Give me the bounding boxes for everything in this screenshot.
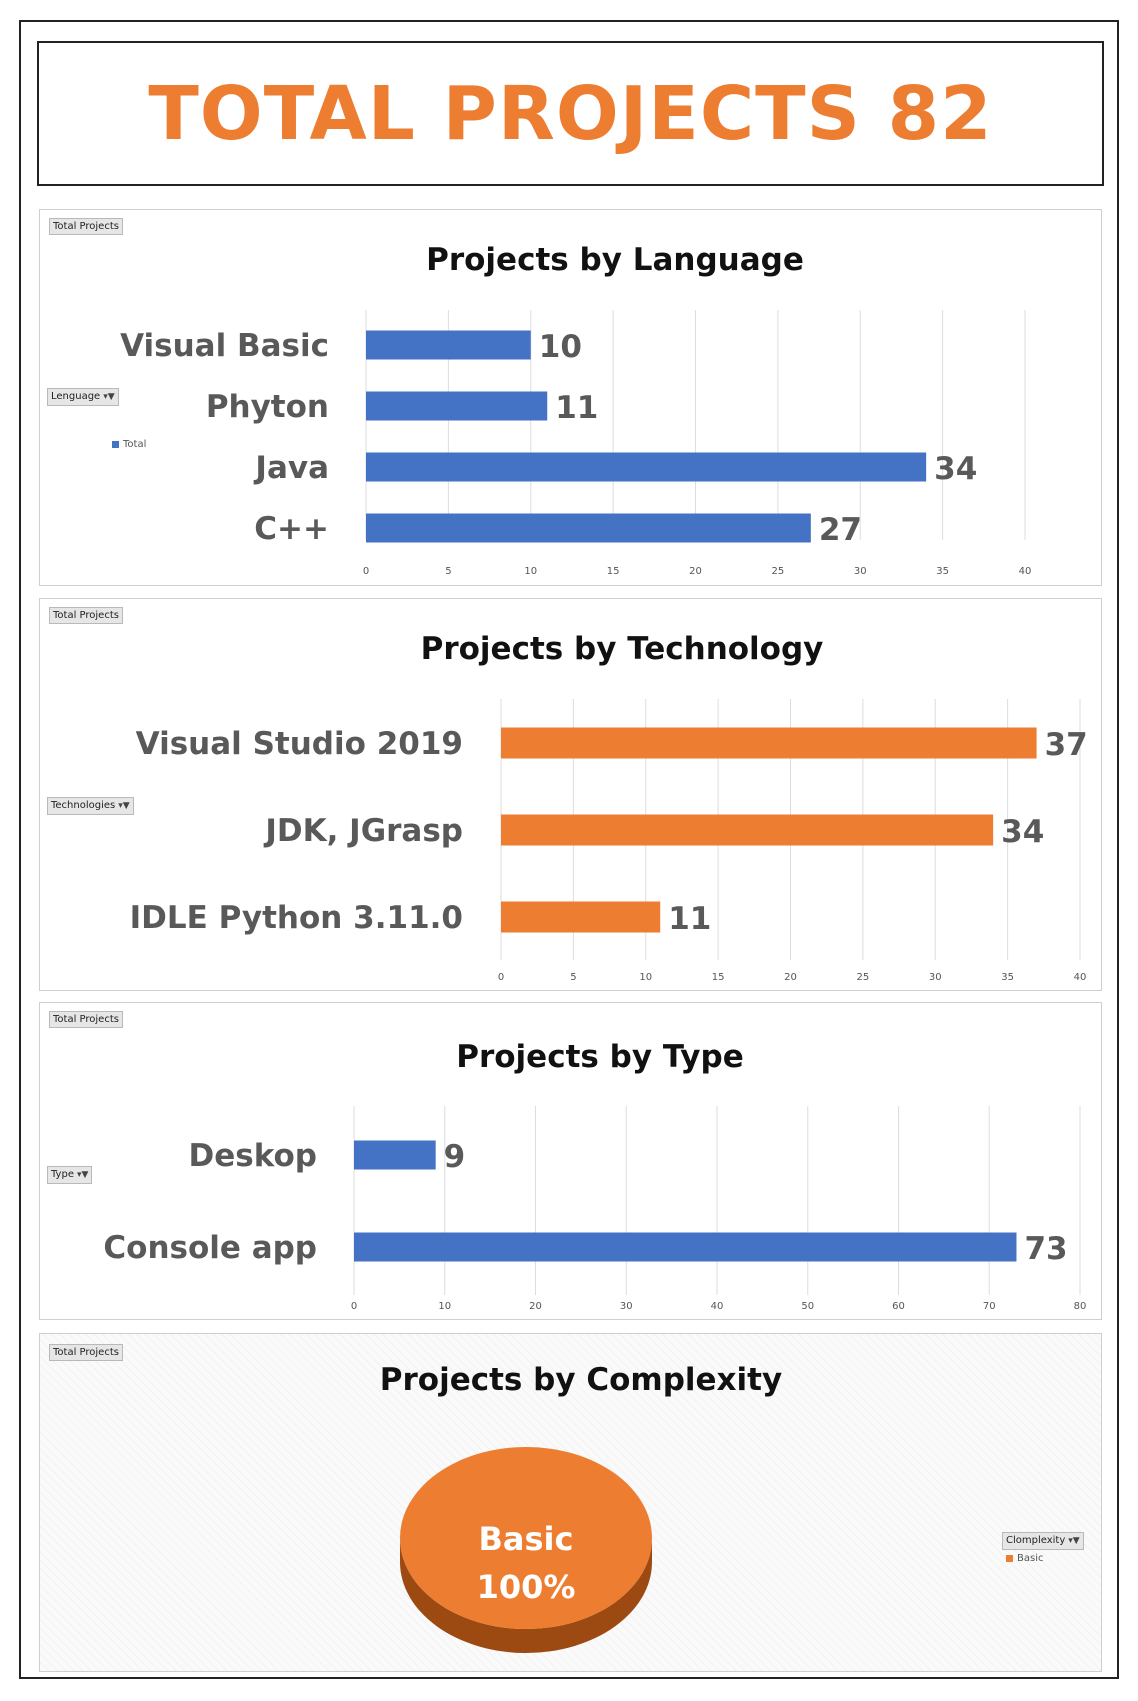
bar [366, 391, 548, 421]
data-label: 34 [934, 451, 977, 487]
x-tick-label: 40 [1074, 972, 1087, 983]
complexity-chart-panel: Projects by Complexity Basic 100% Total Pr… [39, 1333, 1102, 1672]
x-tick-label: 80 [1074, 1301, 1087, 1312]
data-label: 34 [1001, 814, 1044, 850]
x-tick-label: 10 [639, 972, 652, 983]
x-tick-label: 20 [529, 1301, 542, 1312]
language-legend: Total [112, 439, 146, 450]
x-tick-label: 5 [445, 566, 451, 577]
bar [354, 1140, 436, 1170]
data-label: 27 [819, 512, 862, 548]
filter-icon: ▾▼ [1068, 1536, 1080, 1546]
chart-title: Projects by Technology [421, 631, 824, 667]
x-tick-label: 20 [784, 972, 797, 983]
x-tick-label: 35 [1001, 972, 1014, 983]
field-tag[interactable]: Total Projects [49, 218, 123, 235]
field-tag[interactable]: Total Projects [49, 1011, 123, 1028]
x-tick-label: 30 [620, 1301, 633, 1312]
complexity-filter-button[interactable]: Clomplexity ▾▼ [1002, 1532, 1084, 1550]
x-tick-label: 25 [772, 566, 785, 577]
category-label: Java [253, 450, 329, 486]
field-tag[interactable]: Total Projects [49, 1344, 123, 1361]
category-label: Visual Studio 2019 [136, 726, 463, 762]
x-tick-label: 50 [801, 1301, 814, 1312]
chart-title: Projects by Complexity [380, 1362, 782, 1398]
category-label: Console app [103, 1230, 317, 1266]
category-label: Deskop [189, 1138, 317, 1174]
language-chart-panel: Projects by Language 0 5 10 15 20 25 30 35 40 Visu… [39, 209, 1102, 586]
dashboard-title: TOTAL PROJECTS 82 [148, 70, 993, 157]
data-label: 73 [1024, 1231, 1067, 1267]
x-tick-label: 70 [983, 1301, 996, 1312]
type-chart-panel: Projects by Type 0 10 20 30 40 50 60 70 80 Deskop 9… [39, 1002, 1102, 1320]
x-tick-label: 30 [854, 566, 867, 577]
x-tick-label: 30 [929, 972, 942, 983]
technology-filter-button[interactable]: Technologies ▾▼ [47, 797, 134, 815]
x-tick-label: 20 [689, 566, 702, 577]
x-tick-label: 15 [607, 566, 620, 577]
pie-slice [400, 1447, 652, 1629]
data-label: 11 [668, 901, 711, 937]
bar [366, 513, 811, 543]
title-banner: TOTAL PROJECTS 82 [37, 41, 1104, 186]
data-label: 10 [539, 329, 582, 365]
bar [501, 727, 1037, 759]
pie-slice-label: Basic [479, 1520, 574, 1558]
category-label: C++ [254, 511, 329, 547]
x-tick-label: 35 [936, 566, 949, 577]
category-label: IDLE Python 3.11.0 [130, 900, 463, 936]
x-tick-label: 15 [712, 972, 725, 983]
filter-icon: ▾▼ [76, 1170, 89, 1180]
complexity-legend: Basic [1006, 1553, 1043, 1564]
type-bar-chart: Projects by Type 0 10 20 30 40 50 60 70 80 Deskop 9… [103, 1039, 1087, 1312]
x-tick-label: 10 [438, 1301, 451, 1312]
data-label: 11 [555, 390, 598, 426]
pie-percent-label: 100% [477, 1568, 576, 1606]
legend-swatch [112, 440, 119, 448]
bar [501, 901, 661, 933]
bar [354, 1232, 1017, 1262]
technology-chart-panel: Projects by Technology 0 5 10 15 20 25 30 35 40 Vi… [39, 598, 1102, 991]
filter-icon: ▾▼ [103, 392, 115, 402]
field-tag[interactable]: Total Projects [49, 607, 123, 624]
x-tick-label: 0 [363, 566, 369, 577]
category-label: JDK, JGrasp [263, 813, 463, 849]
chart-title: Projects by Language [426, 242, 804, 278]
bar [501, 814, 994, 846]
category-label: Visual Basic [120, 328, 329, 364]
x-tick-label: 25 [857, 972, 870, 983]
language-filter-button[interactable]: Lenguage ▾▼ [47, 388, 119, 406]
data-label: 9 [444, 1139, 466, 1175]
complexity-pie-chart: Projects by Complexity Basic 100% [380, 1362, 782, 1653]
data-label: 37 [1045, 727, 1088, 763]
category-label: Phyton [206, 389, 329, 425]
x-tick-label: 0 [351, 1301, 357, 1312]
technology-bar-chart: Projects by Technology 0 5 10 15 20 25 30 35 40 Vi… [130, 631, 1088, 983]
x-tick-label: 60 [892, 1301, 905, 1312]
x-tick-label: 0 [498, 972, 504, 983]
bar [366, 330, 531, 360]
x-tick-label: 40 [1019, 566, 1032, 577]
x-tick-label: 40 [711, 1301, 724, 1312]
x-tick-label: 10 [524, 566, 537, 577]
type-filter-button[interactable]: Type ▾▼ [47, 1166, 93, 1184]
legend-swatch [1006, 1554, 1013, 1562]
chart-title: Projects by Type [456, 1039, 743, 1075]
filter-icon: ▾▼ [118, 801, 130, 811]
bar [366, 452, 927, 482]
pie-slice-side [400, 1538, 652, 1653]
language-bar-chart: Projects by Language 0 5 10 15 20 25 30 35 40 Visu… [120, 242, 1032, 577]
x-tick-label: 5 [570, 972, 576, 983]
